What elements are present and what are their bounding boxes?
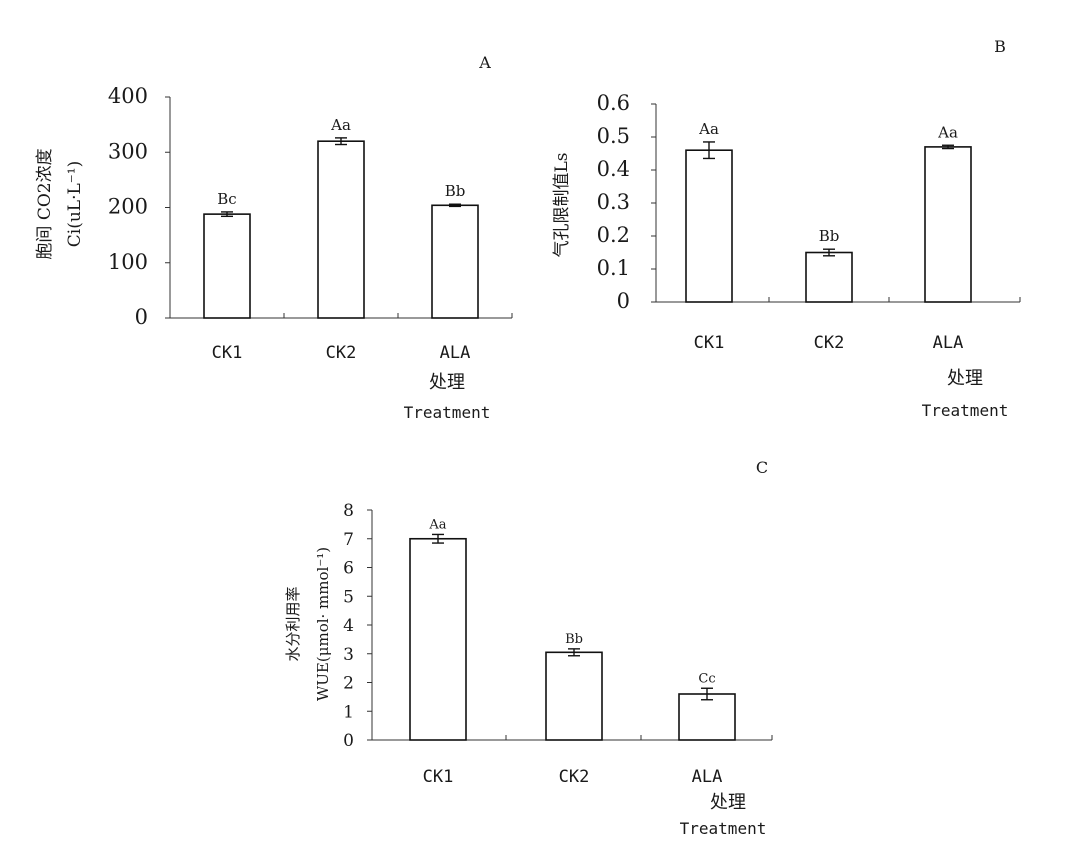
x-axis-title-en: Treatment (680, 819, 767, 838)
significance-label: Bc (217, 190, 236, 208)
y-axis-title: 胞间 CO2浓度 (35, 148, 55, 259)
chart-panel-c: C 0 1 2 3 4 5 6 7 8 Aa CK1 Bb CK2 Cc ALA 处理 Treatment 水分利用… (284, 458, 773, 838)
y-tick-label: 100 (108, 250, 148, 274)
bar (431, 204, 479, 319)
x-axis-title-cn: 处理 (710, 792, 746, 813)
x-category-label: CK1 (423, 767, 454, 787)
significance-label: Aa (698, 120, 719, 138)
y-tick-label: 6 (343, 559, 354, 579)
bar (805, 251, 853, 303)
y-axis-title: 气孔限制值Ls (552, 152, 572, 257)
y-tick-label: 0.6 (597, 91, 630, 115)
significance-label: Bb (445, 182, 466, 200)
y-tick-label: 0.3 (597, 190, 630, 214)
bar (545, 651, 603, 741)
x-category-label: CK2 (814, 333, 845, 353)
x-axis-title-en: Treatment (922, 401, 1009, 420)
y-tick-label: 400 (108, 84, 148, 108)
y-tick-label: 0 (617, 289, 630, 313)
y-tick-label: 5 (343, 587, 354, 607)
x-category-label: ALA (440, 343, 471, 363)
panel-letter: C (756, 458, 768, 477)
bar (409, 537, 467, 741)
bar (678, 693, 736, 741)
x-category-label: CK2 (326, 343, 357, 363)
significance-label: Cc (698, 671, 715, 686)
y-tick-label: 1 (343, 702, 354, 722)
x-axis-title-cn: 处理 (947, 368, 983, 389)
significance-label: Aa (428, 517, 446, 532)
x-category-label: CK2 (559, 767, 590, 787)
y-tick-label: 8 (343, 501, 354, 521)
bar (685, 149, 733, 303)
x-category-label: ALA (692, 767, 723, 787)
y-axis-title-unit: WUE(μmol· mmol⁻¹) (314, 547, 332, 701)
y-tick-label: 2 (343, 674, 354, 694)
y-tick-label: 4 (343, 616, 354, 636)
x-category-label: CK1 (212, 343, 243, 363)
y-tick-label: 0.5 (597, 124, 630, 148)
chart-panel-b: B 0 0.1 0.2 0.3 0.4 0.5 0.6 Aa CK1 Bb CK2 Aa ALA 处理 Tre… (552, 37, 1021, 420)
bar (317, 140, 365, 319)
y-tick-label: 0 (343, 731, 354, 751)
significance-label: Bb (819, 227, 840, 245)
x-category-label: CK1 (694, 333, 725, 353)
x-axis-title-en: Treatment (404, 403, 491, 422)
y-tick-label: 0.2 (597, 223, 630, 247)
y-axis-title: 水分利用率 (284, 586, 302, 661)
y-tick-label: 200 (108, 195, 148, 219)
y-tick-label: 0.4 (597, 157, 630, 181)
chart-panel-a: A 0 100 200 300 400 Bc CK1 Aa CK2 Bb ALA 处理 Treatment… (35, 53, 513, 422)
significance-label: Bb (565, 632, 583, 647)
x-category-label: ALA (933, 333, 964, 353)
y-axis-title-unit: Ci(uL·L⁻¹) (65, 161, 85, 247)
y-tick-label: 7 (343, 530, 354, 550)
y-tick-label: 0 (135, 305, 148, 329)
significance-label: Aa (330, 116, 351, 134)
significance-label: Aa (937, 123, 958, 141)
y-tick-label: 3 (343, 645, 354, 665)
panel-letter: B (994, 37, 1006, 56)
bar (203, 213, 251, 319)
y-tick-label: 0.1 (597, 256, 630, 280)
y-tick-label: 300 (108, 139, 148, 163)
bar (924, 146, 972, 303)
panel-letter: A (478, 53, 491, 72)
x-axis-title-cn: 处理 (429, 372, 465, 393)
